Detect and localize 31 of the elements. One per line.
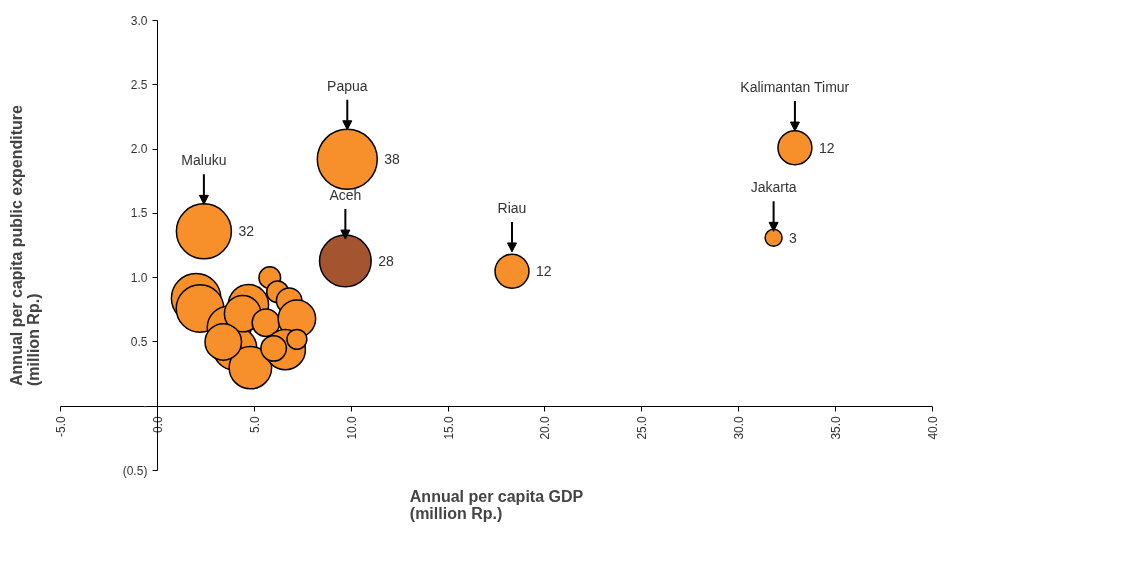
x-tick-label: -5.0 [54,415,68,437]
x-tick-label: 5.0 [247,415,262,433]
x-tick-label: 35.0 [829,415,844,440]
y-tick-label: 2.0 [130,142,148,157]
x-tick-label: 15.0 [441,415,456,440]
annotation: 12 [535,263,552,280]
annotation: 28 [378,252,394,269]
x-tick-label: 20.0 [538,415,553,440]
annotation: 12 [818,139,835,156]
annotation: 32 [238,223,255,240]
y-axis-title: Annual per capita public expenditure (million Rp.) [7,104,42,386]
x-axis-title: Annual per capita GDP (million Rp.) [409,487,584,522]
y-tick-label: 2.5 [130,77,148,92]
annotation: Papua [327,77,368,94]
y-tick-label: (0.5) [122,463,148,478]
x-tick-label: 10.0 [344,415,359,440]
y-tick-label: 1.0 [130,270,148,285]
y-tick-label: 0.5 [130,334,148,349]
x-tick-label: 30.0 [732,415,747,440]
annotation: Jakarta [750,179,797,196]
annotation: Kalimantan Timur [740,79,850,96]
x-tick-label: 25.0 [635,415,650,440]
y-tick-label: 1.5 [130,206,148,221]
annotation: Aceh [329,187,362,204]
annotation: 3 [789,229,798,246]
x-tick-label: 40.0 [926,415,940,440]
annotation: Maluku [181,152,227,169]
y-tick-label: 3.0 [130,13,148,28]
y-tick-label: - [143,399,148,414]
annotation: 38 [384,151,401,168]
annotation: Riau [497,199,527,216]
